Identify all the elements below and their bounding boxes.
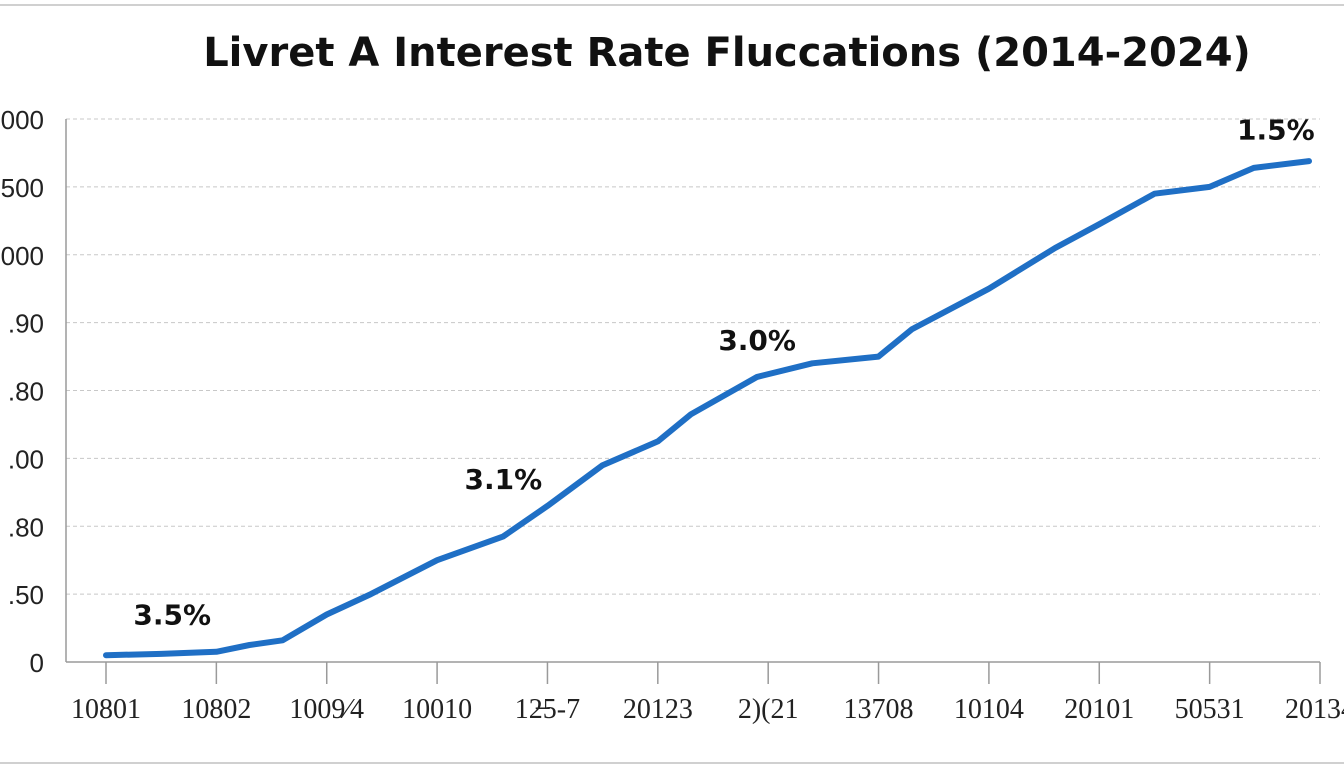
- x-tick-label: 2)(21: [738, 694, 799, 725]
- x-tick-label: 50531: [1175, 694, 1245, 725]
- x-tick-label: 10801: [71, 694, 141, 725]
- y-tick-label: 000: [1, 241, 44, 271]
- y-tick-label: .00: [8, 444, 44, 474]
- y-tick-label: .80: [8, 377, 44, 407]
- data-label: 3.0%: [718, 324, 796, 357]
- data-label: 3.1%: [464, 463, 542, 496]
- chart-title: Livret A Interest Rate Fluccations (2014…: [203, 30, 1251, 76]
- x-tick-label: 20101: [1064, 694, 1134, 725]
- y-tick-label: 500: [1, 173, 44, 203]
- y-tick-label: 0: [30, 648, 44, 678]
- series-line: [103, 158, 1312, 659]
- x-tick-label: 20134: [1285, 694, 1344, 725]
- x-tick-label: 20123: [623, 694, 693, 725]
- x-tick-label: 1009⁄4: [289, 694, 364, 725]
- x-tick-label: 10104: [954, 694, 1024, 725]
- x-tick-label: 13708: [844, 694, 914, 725]
- x-tick-label: 12̶5-7: [515, 694, 580, 725]
- data-label: 1.5%: [1237, 113, 1315, 146]
- y-tick-label: 000: [1, 105, 44, 135]
- data-label: 3.5%: [133, 599, 211, 632]
- x-tick-label: 10010: [402, 694, 472, 725]
- y-tick-label: .80: [8, 512, 44, 542]
- x-tick-label: 10802: [181, 694, 251, 725]
- y-tick-label: .50: [8, 580, 44, 610]
- y-tick-label: .90: [8, 309, 44, 339]
